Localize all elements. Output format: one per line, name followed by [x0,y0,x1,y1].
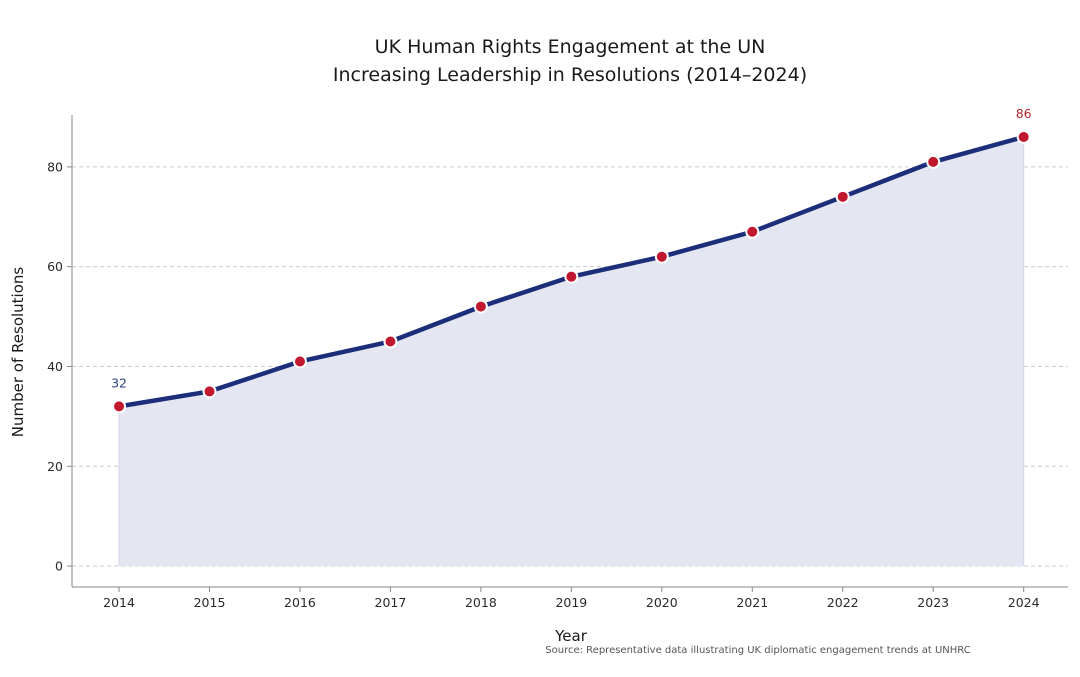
x-tick-label-2017: 2017 [375,595,407,610]
data-point-2021 [745,224,760,239]
data-point-2014 [112,399,127,414]
data-point-2022 [835,189,850,204]
data-point-2023 [926,154,941,169]
x-tick-label-2015: 2015 [194,595,226,610]
x-tick-label-2016: 2016 [284,595,316,610]
data-label-2024: 86 [1016,106,1032,121]
data-point-2018 [473,299,488,314]
x-tick-label-2020: 2020 [646,595,678,610]
x-axis-ticks: 2014 2015 2016 2017 2018 2019 2020 2021 2022 2023… [103,587,1040,610]
x-tick-label-2014: 2014 [103,595,135,610]
area-right-edge [118,136,1025,567]
y-axis-ticks: 0 20 40 60 80 [47,159,72,574]
y-tick-label-60: 60 [47,259,63,274]
data-label-2014: 32 [111,375,127,390]
data-point-2016 [292,354,307,369]
y-tick-label-40: 40 [47,359,63,374]
y-tick-label-20: 20 [47,459,63,474]
y-axis-label: Number of Resolutions [9,267,27,438]
data-point-2017 [383,334,398,349]
x-tick-label-2022: 2022 [827,595,859,610]
x-axis-label: Year [554,627,588,645]
x-tick-label-2023: 2023 [917,595,949,610]
x-tick-label-2019: 2019 [555,595,587,610]
y-tick-label-0: 0 [55,559,63,574]
x-tick-label-2018: 2018 [465,595,497,610]
data-point-2024 [1016,129,1031,144]
data-annotations: 32 86 [111,106,1032,390]
data-point-2015 [202,384,217,399]
chart-title: UK Human Rights Engagement at the UN [375,36,766,58]
area-fill [119,136,1024,567]
data-markers [112,129,1031,414]
source-note: Source: Representative data illustrating… [545,645,970,656]
chart-subtitle: Increasing Leadership in Resolutions (20… [333,64,807,86]
y-tick-label-80: 80 [47,159,63,174]
data-point-2020 [654,249,669,264]
x-tick-label-2024: 2024 [1008,595,1040,610]
x-tick-label-2021: 2021 [736,595,768,610]
data-point-2019 [564,269,579,284]
